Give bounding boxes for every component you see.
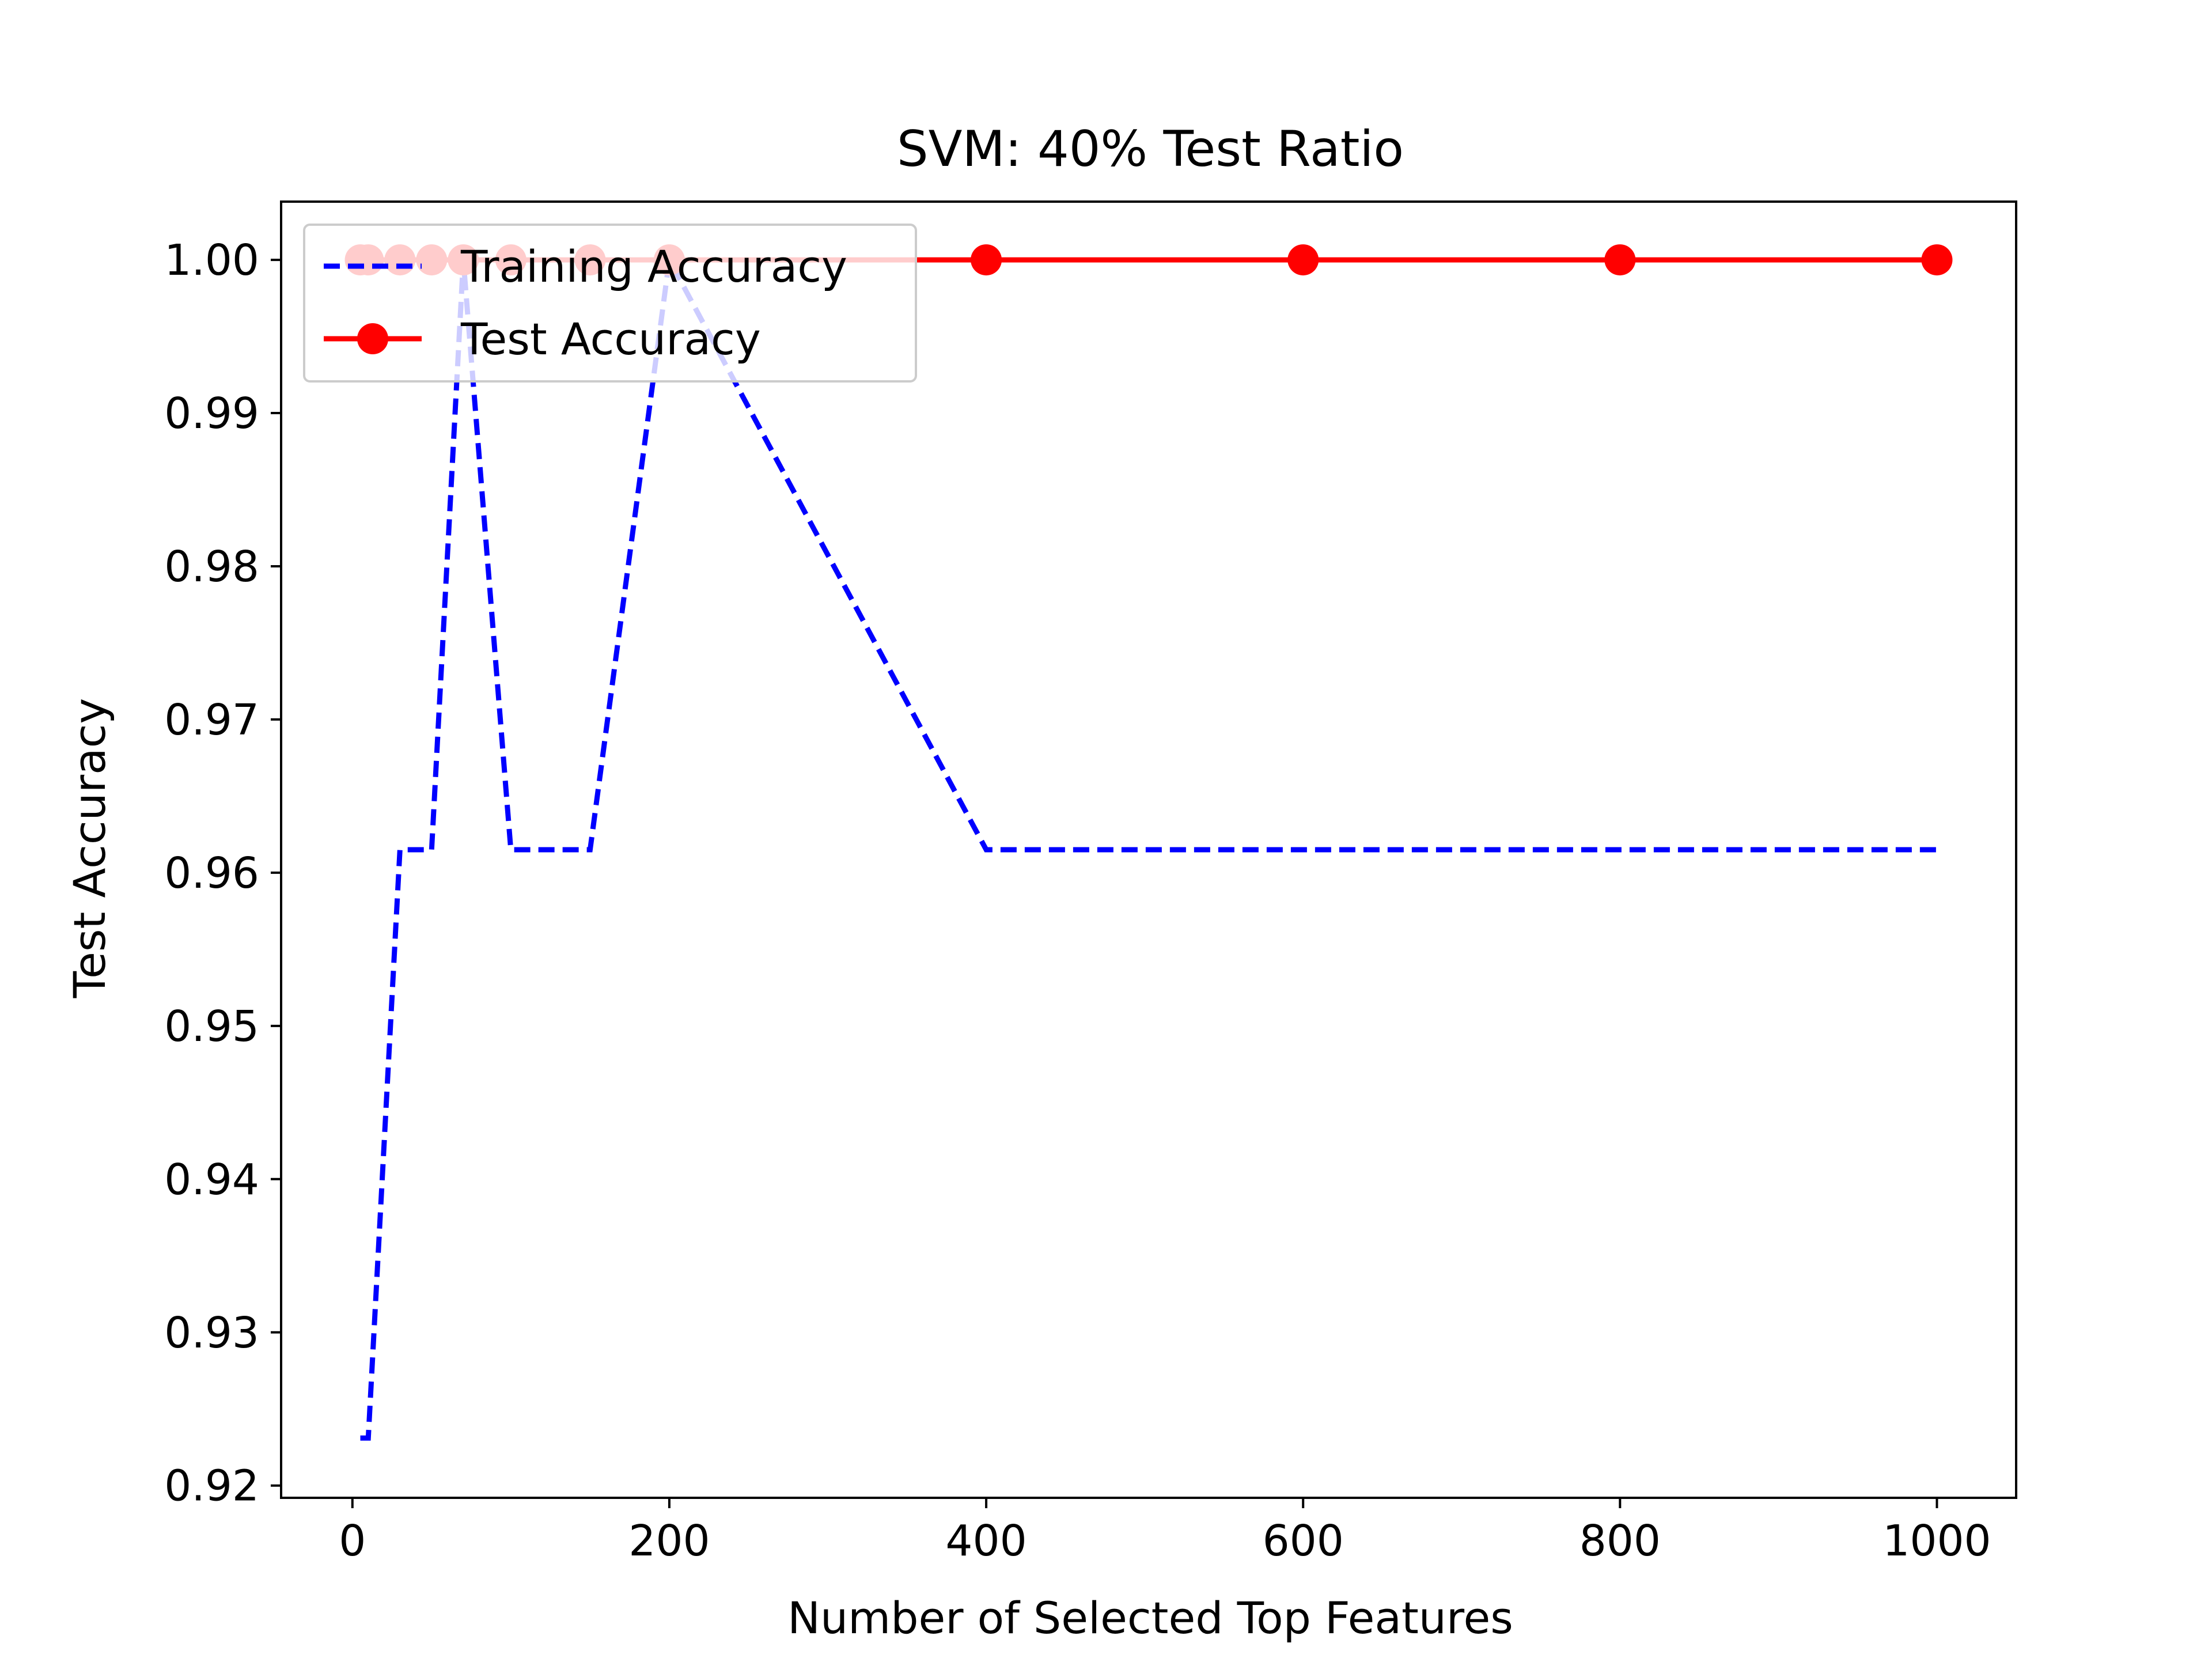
legend: Training Accuracy Test Accuracy — [303, 224, 917, 383]
x-axis-label: Number of Selected Top Features — [787, 1592, 1513, 1644]
chart-title: SVM: 40% Test Ratio — [897, 120, 1404, 178]
legend-label-training-accuracy: Training Accuracy — [460, 241, 847, 292]
x-tick-label: 600 — [1263, 1516, 1344, 1566]
y-tick-label: 0.99 — [164, 389, 259, 438]
legend-label-test-accuracy: Test Accuracy — [460, 313, 761, 365]
y-axis-label: Test Accuracy — [64, 698, 115, 999]
x-tick-label: 200 — [628, 1516, 710, 1566]
x-tick-label: 400 — [945, 1516, 1027, 1566]
y-tick-label: 0.97 — [164, 695, 259, 745]
y-tick-label: 0.92 — [164, 1462, 259, 1511]
test-accuracy-marker — [1921, 244, 1953, 276]
legend-marker-test-accuracy — [357, 323, 388, 354]
y-tick-label: 0.98 — [164, 542, 259, 592]
y-tick-label: 0.95 — [164, 1002, 259, 1051]
test-accuracy-marker — [971, 244, 1002, 276]
legend-box — [303, 224, 917, 383]
axes-frame — [280, 200, 2017, 1499]
y-tick-label: 1.00 — [164, 236, 259, 285]
x-tick-label: 1000 — [1883, 1516, 1991, 1566]
series-line-training-accuracy — [360, 251, 1937, 1441]
y-tick-label: 0.93 — [164, 1308, 259, 1358]
y-tick-label: 0.96 — [164, 849, 259, 898]
x-tick-label: 0 — [339, 1516, 366, 1566]
test-accuracy-marker — [1287, 244, 1319, 276]
x-tick-label: 800 — [1580, 1516, 1661, 1566]
test-accuracy-marker — [1604, 244, 1636, 276]
y-tick-label: 0.94 — [164, 1155, 259, 1205]
